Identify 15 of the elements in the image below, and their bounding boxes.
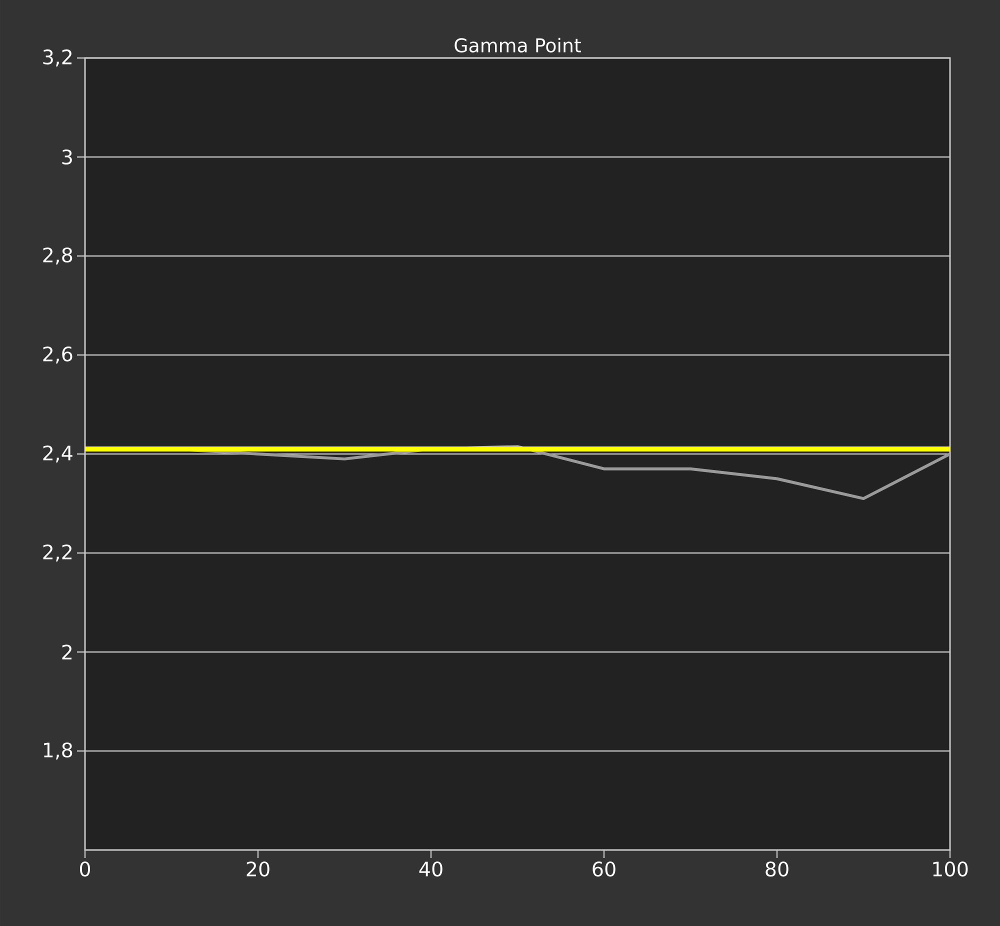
y-tick-label: 3,2 bbox=[43, 49, 72, 67]
y-tick-label: 2,6 bbox=[43, 346, 72, 364]
x-tick-label: 0 bbox=[80, 862, 90, 877]
x-tick-label: 60 bbox=[592, 862, 616, 877]
x-tick-label: 40 bbox=[419, 862, 442, 877]
y-tick-label: 2,8 bbox=[43, 247, 72, 265]
x-tick-label: 80 bbox=[766, 862, 788, 877]
y-tick-label: 1,8 bbox=[44, 742, 72, 760]
x-tick-label: 100 bbox=[933, 862, 968, 877]
y-tick-label: 3 bbox=[62, 149, 72, 165]
x-tick-label: 20 bbox=[246, 862, 270, 877]
chart-title: Gamma Point bbox=[454, 38, 581, 52]
y-tick-label: 2,2 bbox=[43, 544, 72, 562]
y-tick-label: 2 bbox=[62, 644, 72, 660]
y-tick-label: 2,4 bbox=[43, 445, 72, 463]
